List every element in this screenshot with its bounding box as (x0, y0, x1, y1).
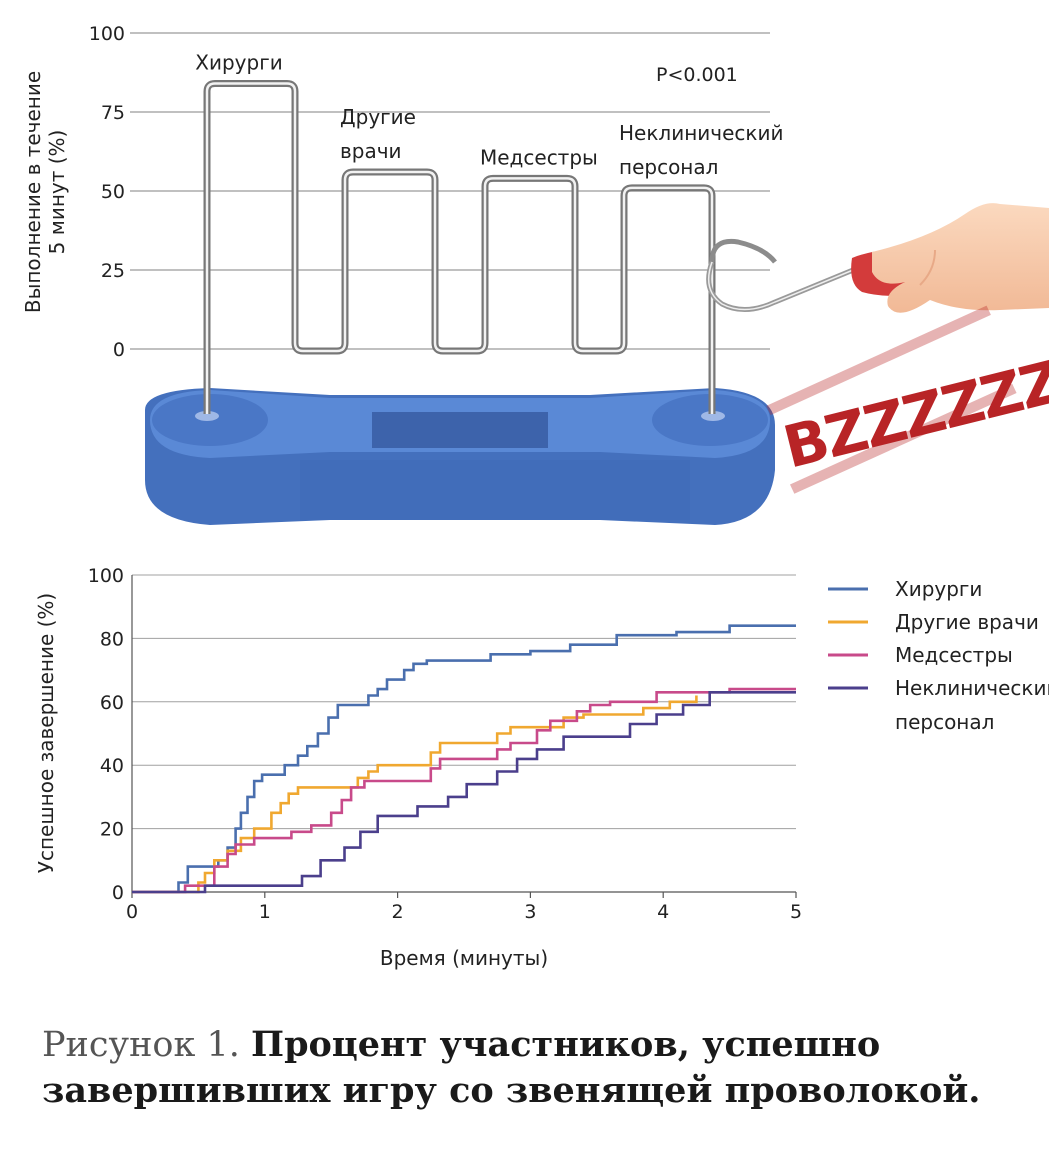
completion-x-tick-label: 1 (259, 901, 271, 923)
wire-y-tick-label: 50 (101, 181, 125, 203)
buzz-label: BZZZZZZ (777, 347, 1049, 481)
wire-category-label: персонал (619, 155, 718, 179)
caption-text: Процент участников, успешно завершивших … (42, 1024, 981, 1111)
completion-chart-x-label: Время (минуты) (380, 946, 548, 970)
completion-chart-legend: Хирурги Другие врачи Медсестры Неклинически… (828, 577, 1049, 734)
wire-chart-y-label-line1: Выполнение в течение (21, 71, 45, 313)
completion-x-tick-label: 0 (126, 901, 138, 923)
completion-y-tick-label: 40 (100, 755, 124, 777)
wire-chart-y-label-line2: 5 минут (%) (45, 130, 69, 255)
wire-y-tick-label: 75 (101, 102, 125, 124)
game-base (145, 388, 775, 525)
legend-label: Неклинический (895, 676, 1049, 700)
wire-chart: 0 25 50 75 100 Выполнение в течение 5 минут … (21, 23, 1049, 525)
completion-x-tick-label: 4 (657, 901, 669, 923)
wire-category-label: врачи (340, 139, 402, 163)
p-value-annotation: P<0.001 (656, 64, 738, 86)
completion-y-tick-label: 20 (100, 819, 124, 841)
legend-label: персонал (895, 710, 994, 734)
wire-y-tick-label: 100 (89, 23, 125, 45)
wire-category-label: Медсестры (480, 145, 598, 169)
completion-chart-x-ticks: 0 1 2 3 4 5 (126, 892, 802, 923)
completion-chart: 0 20 40 60 80 100 0 1 2 3 4 5 Время (минуты) Успеш… (34, 565, 1049, 970)
wire-category-label: Другие (340, 105, 416, 129)
wire-chart-grid (130, 32, 770, 350)
completion-y-tick-label: 60 (100, 692, 124, 714)
completion-chart-y-label: Успешное завершение (%) (34, 593, 58, 873)
completion-y-tick-label: 0 (112, 882, 124, 904)
series-line (132, 687, 796, 894)
caption-label: Рисунок 1. (42, 1025, 240, 1065)
wire-highlight (205, 82, 714, 414)
hand-with-wand (706, 203, 1049, 313)
legend-label: Другие врачи (895, 610, 1039, 634)
wire-y-tick-label: 0 (113, 339, 125, 361)
wire-y-tick-label: 25 (101, 260, 125, 282)
completion-x-tick-label: 3 (524, 901, 536, 923)
legend-label: Медсестры (895, 643, 1013, 667)
completion-x-tick-label: 2 (392, 901, 404, 923)
series-line (132, 690, 796, 894)
wire-chart-y-ticks: 0 25 50 75 100 (89, 23, 125, 361)
completion-y-tick-label: 80 (100, 628, 124, 650)
completion-y-tick-label: 100 (88, 565, 124, 587)
completion-chart-series (132, 624, 796, 894)
wire-category-label: Неклинический (619, 121, 783, 145)
wire-category-label: Хирурги (195, 51, 282, 75)
wire-category-labels: Хирурги Другие врачи Медсестры Неклинический… (195, 51, 783, 179)
completion-chart-y-ticks: 0 20 40 60 80 100 (88, 565, 124, 904)
completion-x-tick-label: 5 (790, 901, 802, 923)
legend-label: Хирурги (895, 577, 982, 601)
buzz-text: BZZZZZZ (766, 305, 1049, 494)
figure-caption: Рисунок 1. Процент участников, успешно з… (42, 1022, 1042, 1114)
series-line (132, 695, 698, 894)
